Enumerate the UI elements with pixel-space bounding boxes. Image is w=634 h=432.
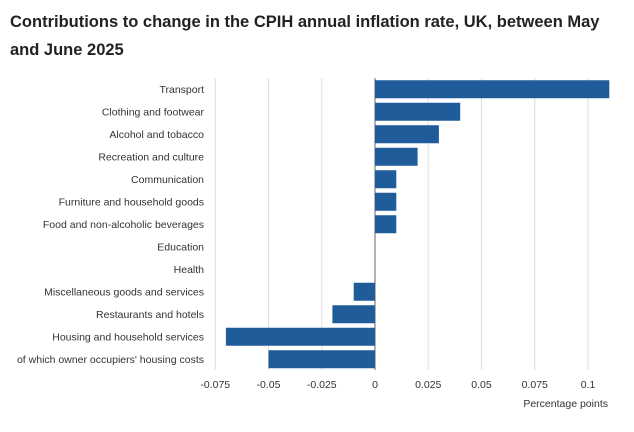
bar [375,102,461,121]
tick-labels: -0.075 -0.05 -0.025 0 0.025 0.05 0.075 0.1 [200,379,595,391]
category-label: Health [174,264,205,276]
x-tick-label: -0.05 [257,379,281,391]
bar [225,327,375,346]
category-labels: Transport Clothing and footwear Alcohol an… [17,84,205,366]
x-tick-label: 0.025 [415,379,441,391]
bar [332,305,375,324]
category-label: Transport [159,84,204,96]
category-label: of which owner occupiers' housing costs [17,354,204,366]
chart-title: Contributions to change in the CPIH annu… [10,13,600,59]
category-label: Education [157,241,204,253]
x-tick-label: -0.075 [200,379,230,391]
x-tick-label: 0 [372,379,378,391]
category-label: Communication [131,174,204,186]
x-tick-label: 0.05 [471,379,492,391]
bar [375,192,397,211]
gridlines [214,78,589,370]
bar [375,170,397,189]
bar [375,215,397,234]
category-label: Restaurants and hotels [96,309,204,321]
category-label: Alcohol and tobacco [109,129,204,141]
category-label: Food and non-alcoholic beverages [43,219,204,231]
x-tick-label: -0.025 [307,379,337,391]
bar [268,350,375,369]
bars [225,80,610,369]
bar [353,282,375,301]
x-axis-label: Percentage points [523,398,608,410]
category-label: Furniture and household goods [59,196,204,208]
category-label: Miscellaneous goods and services [44,286,204,298]
category-label: Clothing and footwear [102,106,205,118]
bar [375,147,418,166]
category-label: Recreation and culture [98,151,204,163]
bar [375,80,610,99]
x-tick-label: 0.075 [522,379,548,391]
category-label: Housing and household services [52,331,204,343]
bar [375,125,439,144]
x-tick-label: 0.1 [581,379,596,391]
